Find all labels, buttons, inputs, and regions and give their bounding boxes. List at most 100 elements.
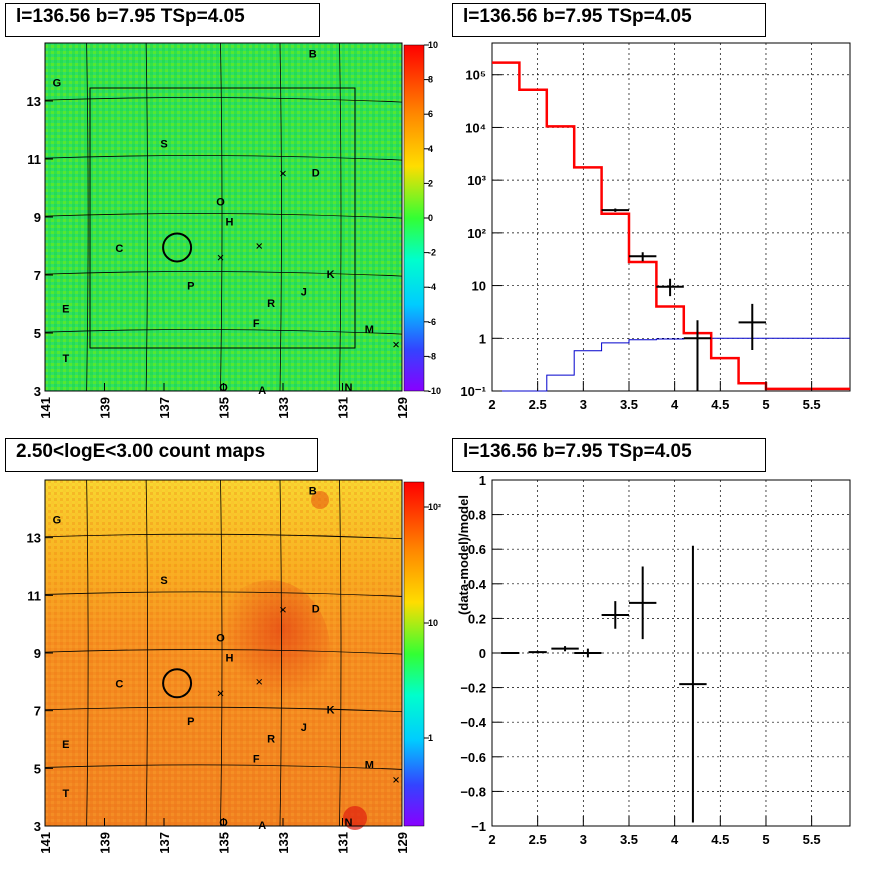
y-tick-label: −0.4 — [460, 715, 486, 730]
source-label: C — [115, 679, 123, 691]
source-label: G — [53, 514, 62, 526]
x-tick-label: 3 — [580, 397, 587, 412]
x-tick-label: 135 — [217, 397, 232, 419]
x-tick-label: 133 — [276, 397, 291, 419]
y-tick-label: 10⁴ — [465, 120, 486, 135]
data-point — [656, 278, 684, 297]
data-point — [738, 303, 766, 350]
title-count-map: 2.50<logE<3.00 count maps — [5, 438, 318, 472]
x-tick-label: 2.5 — [529, 832, 547, 847]
count-color-scale — [403, 481, 425, 827]
x-tick-label: 5 — [762, 397, 769, 412]
y-tick-label: 0.4 — [468, 577, 487, 592]
count-map-source-n — [343, 806, 367, 830]
source-label: H — [225, 217, 233, 229]
source-label: F — [253, 318, 260, 330]
scale-tick-label: 2 — [428, 178, 433, 188]
residual-ratio-plot: 2 2.5 3 3.5 4 4.5 5 5.5 1 0.8 0.6 0.4 0.2 0 −0.2 −0.4 −0… — [456, 473, 851, 847]
x-tick-label: 4.5 — [711, 397, 729, 412]
y-tick-label: 5 — [34, 761, 41, 776]
ratio-axis-ticks: 2 2.5 3 3.5 4 4.5 5 5.5 1 0.8 0.6 0.4 0.2 0 −0.2 −0.4 −0… — [460, 473, 820, 847]
source-label: P — [187, 281, 194, 293]
y-tick-label: 0.6 — [468, 542, 486, 557]
ratio-point — [551, 646, 579, 652]
spectrum-frame — [491, 42, 851, 392]
scale-tick-label: -10 — [428, 386, 441, 396]
y-tick-label: 13 — [27, 531, 41, 546]
source-cross — [280, 170, 286, 177]
ratio-point — [601, 601, 629, 629]
residual-scale-ticks: 10 8 6 4 2 0 -2 -4 -6 -8 -10 — [424, 40, 441, 396]
y-tick-label: −0.8 — [460, 784, 486, 799]
x-tick-label: 2.5 — [529, 397, 547, 412]
x-tick-label: 4 — [671, 832, 679, 847]
map-axis-ticks: 141 139 137 135 133 131 129 3 5 7 9 11 13 — [27, 94, 410, 419]
source-label: B — [309, 49, 317, 61]
x-tick-label: 131 — [336, 832, 351, 854]
scale-tick-label: 8 — [428, 75, 433, 85]
y-tick-label: 3 — [34, 384, 41, 399]
target-source-circle — [162, 668, 193, 699]
source-label: M — [365, 759, 374, 771]
source-label: T — [62, 353, 69, 365]
title-spectrum: l=136.56 b=7.95 TSp=4.05 — [452, 3, 766, 37]
y-tick-label: 10⁻¹ — [460, 384, 486, 399]
total-model-line — [492, 61, 850, 391]
grid-meridian — [220, 479, 223, 827]
grid-parallel — [44, 591, 403, 597]
x-tick-label: 131 — [336, 397, 351, 419]
source-label: J — [301, 286, 307, 298]
roi-box — [89, 87, 356, 349]
grid-meridian — [279, 42, 282, 392]
x-tick-label: 129 — [395, 397, 410, 419]
source-label: H — [225, 653, 233, 665]
x-tick-label: 3.5 — [620, 832, 638, 847]
y-tick-label: 10² — [467, 226, 486, 241]
source-label: O — [216, 196, 225, 208]
residual-map-area — [45, 43, 402, 391]
y-tick-label: 10⁵ — [465, 68, 486, 83]
x-tick-label: 2 — [488, 397, 495, 412]
source-label: C — [115, 243, 123, 255]
y-tick-label: −1 — [471, 819, 486, 834]
y-tick-label: 1 — [479, 331, 486, 346]
x-tick-label: 5.5 — [803, 832, 821, 847]
source-cross — [256, 678, 263, 685]
y-tick-label: 0.2 — [468, 611, 486, 626]
title-ratio: l=136.56 b=7.95 TSp=4.05 — [452, 438, 766, 472]
ratio-ylabel: (data-model)/model — [456, 495, 471, 615]
scale-tick-label: 1 — [428, 733, 433, 743]
grid-parallel — [44, 533, 403, 540]
scale-tick-label: 4 — [428, 144, 433, 154]
y-tick-label: 10³ — [467, 173, 486, 188]
x-tick-label: 4.5 — [711, 832, 729, 847]
y-tick-label: 13 — [27, 94, 41, 109]
scale-tick-label: 10² — [428, 502, 441, 512]
spectrum-axis-ticks: 2 2.5 3 3.5 4 4.5 5 5.5 10⁻¹ 1 10 10² 10³ 10⁴ 10⁵ — [460, 68, 820, 412]
source-label: N — [344, 382, 352, 394]
y-tick-label: 11 — [27, 588, 41, 603]
scale-tick-label: 10 — [428, 618, 438, 628]
data-point — [683, 320, 712, 391]
grid-meridian — [145, 479, 149, 827]
target-source-circle — [162, 232, 193, 263]
source-label: S — [160, 575, 167, 587]
map-coordinate-grid — [44, 479, 403, 827]
source-cross — [256, 243, 263, 249]
ratio-point — [501, 652, 520, 654]
x-tick-label: 2 — [488, 832, 495, 847]
scale-tick-label: -2 — [428, 248, 436, 258]
y-tick-label: 9 — [34, 646, 41, 661]
y-tick-label: 1 — [479, 473, 486, 488]
y-tick-label: 0.8 — [468, 508, 486, 523]
count-scale-ticks: 10² 10 1 — [424, 502, 441, 743]
y-tick-label: 7 — [34, 268, 41, 283]
source-label: S — [160, 138, 167, 150]
source-label: P — [187, 716, 194, 728]
ratio-point — [574, 648, 602, 658]
source-cross — [280, 606, 286, 613]
grid-meridian — [86, 42, 89, 392]
source-label: B — [309, 485, 317, 497]
